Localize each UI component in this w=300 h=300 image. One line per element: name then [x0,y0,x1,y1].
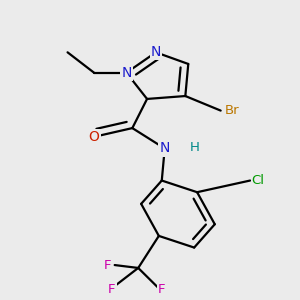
Text: H: H [190,140,200,154]
Text: F: F [108,283,116,296]
Text: N: N [151,45,161,59]
Text: F: F [158,283,166,296]
Text: O: O [88,130,100,144]
Text: N: N [160,142,170,155]
Text: Cl: Cl [252,174,265,187]
Text: F: F [104,259,112,272]
Text: N: N [121,66,132,80]
Text: Br: Br [225,104,240,117]
